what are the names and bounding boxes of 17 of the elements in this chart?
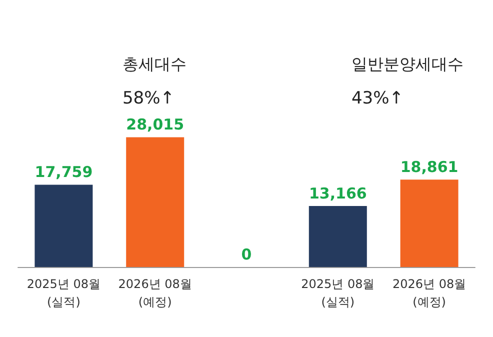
text: 일반분양세대수 — [351, 54, 464, 74]
text: 43%↑ — [351, 88, 404, 108]
data-label: 28,015 — [126, 116, 184, 134]
bar — [400, 180, 458, 267]
data-label: 0 — [241, 246, 252, 264]
x-tick-label: 2026년 08월 (예정) — [392, 277, 466, 309]
bar — [126, 137, 184, 267]
text: 58%↑ — [122, 88, 175, 108]
x-tick-label: 2026년 08월 (예정) — [118, 277, 192, 309]
x-tick-label: 2025년 08월 (실적) — [301, 277, 375, 309]
data-label: 18,861 — [400, 158, 458, 176]
data-label: 13,166 — [308, 184, 367, 202]
text: 총세대수 — [122, 54, 186, 74]
bar — [34, 184, 93, 267]
bar — [308, 206, 367, 267]
data-label: 17,759 — [34, 163, 93, 182]
x-tick-label: 2025년 08월 (실적) — [26, 277, 101, 309]
